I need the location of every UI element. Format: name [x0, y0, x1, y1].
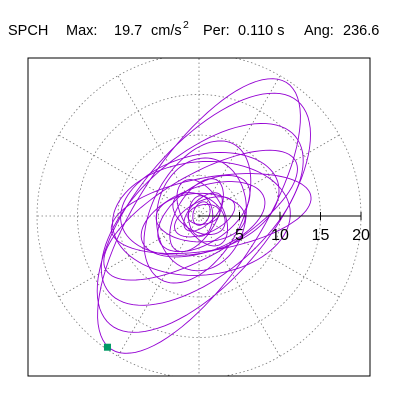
trace-loop-18 — [187, 203, 221, 225]
trace-loop-12 — [169, 178, 224, 253]
grid-spoke-60 — [198, 75, 281, 217]
radial-tick-label-10: 10 — [271, 227, 289, 244]
end-marker-layer — [103, 343, 111, 351]
plot-frame — [27, 57, 371, 377]
period-value: 0.110 s — [238, 23, 285, 39]
trace-loop-6 — [143, 140, 252, 284]
radial-tick-label-15: 15 — [312, 227, 330, 244]
station-code: SPCH — [8, 23, 48, 39]
grid-spoke-240 — [117, 215, 200, 357]
trace-loop-17 — [188, 195, 214, 237]
grid-spoke-30 — [198, 134, 340, 217]
grid-spoke-330 — [198, 215, 340, 298]
trace-loop-9 — [156, 157, 247, 272]
angle-label: Ang: — [304, 23, 334, 39]
motion-trace — [96, 78, 312, 354]
trace-loop-0 — [97, 78, 301, 354]
radial-tick-label-5: 5 — [235, 227, 244, 244]
grid-spoke-150 — [58, 134, 200, 217]
trace-loop-19 — [192, 201, 211, 226]
angle-value: 236.6 — [343, 23, 379, 39]
max-unit-exponent: 2 — [183, 19, 189, 31]
end-marker — [103, 343, 111, 351]
chart-header: SPCH Max: 19.7 cm/s 2 Per: 0.110 s Ang: … — [8, 19, 379, 39]
period-label: Per: — [203, 23, 230, 39]
trace-loop-2 — [100, 123, 304, 306]
grid-spoke-210 — [58, 215, 200, 298]
trace-loop-7 — [120, 151, 280, 256]
grid-spoke-120 — [117, 75, 200, 217]
radial-axis: 5 10 15 20 — [199, 212, 370, 244]
trace-loop-15 — [172, 192, 226, 235]
trace-loop-4 — [112, 160, 291, 276]
trace-loop-5 — [103, 149, 298, 281]
max-unit: cm/s — [151, 23, 182, 39]
grid-spoke-300 — [198, 215, 281, 357]
radial-tick-label-20: 20 — [352, 227, 370, 244]
max-label: Max: — [66, 23, 97, 39]
max-value: 19.7 — [114, 23, 142, 39]
